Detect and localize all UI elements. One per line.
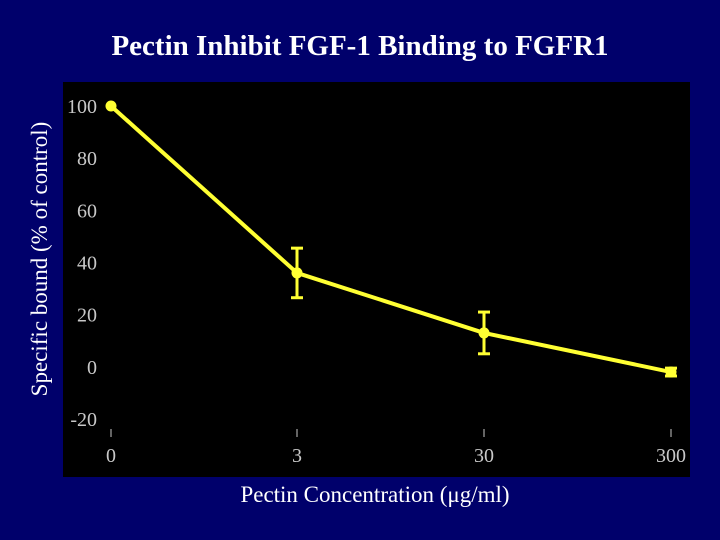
data-point bbox=[291, 267, 303, 279]
x-tick-label: 3 bbox=[292, 445, 302, 467]
y-axis-label: Specific bound (% of control) bbox=[27, 121, 52, 397]
y-tick-label: -20 bbox=[70, 409, 97, 431]
series-line bbox=[109, 104, 672, 375]
x-axis-label: Pectin Concentration (μg/ml) bbox=[240, 482, 510, 507]
y-tick-label: 60 bbox=[77, 200, 97, 222]
x-tick-label: 0 bbox=[106, 445, 116, 467]
data-point bbox=[665, 366, 677, 378]
data-point bbox=[478, 327, 490, 339]
x-tick-label: 30 bbox=[474, 445, 494, 467]
y-tick-label: 100 bbox=[67, 96, 97, 118]
line-chart: 100 80 60 40 20 0 -20 0 3 30 300 bbox=[67, 96, 686, 467]
x-tick-label: 300 bbox=[656, 445, 686, 467]
y-tick-label: 20 bbox=[77, 305, 97, 327]
data-point bbox=[105, 100, 117, 112]
y-tick-label: 40 bbox=[77, 253, 97, 275]
plot-area: 100 80 60 40 20 0 -20 0 3 30 300 bbox=[63, 82, 690, 477]
y-axis-label-container: Specific bound (% of control) bbox=[22, 78, 58, 440]
y-tick-label: 80 bbox=[77, 148, 97, 170]
slide-title: Pectin Inhibit FGF-1 Binding to FGFR1 bbox=[111, 30, 609, 62]
y-tick-label: 0 bbox=[87, 357, 97, 379]
